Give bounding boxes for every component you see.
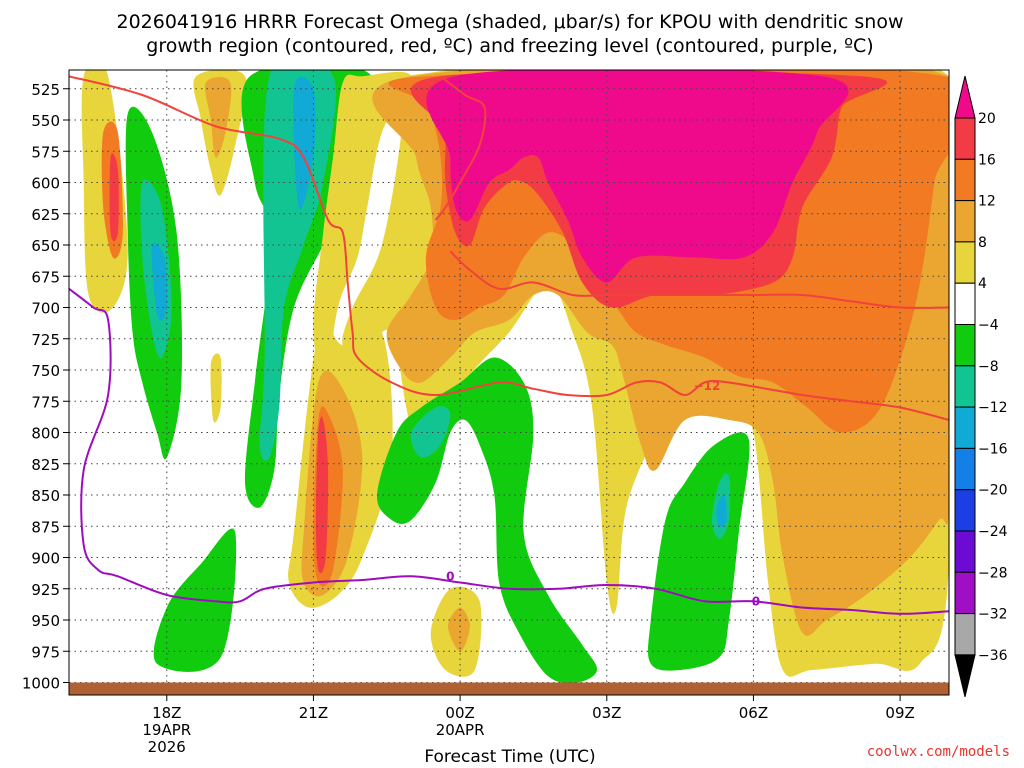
y-tick-label: 575 [31, 143, 60, 161]
colorbar-label: −8 [978, 359, 999, 375]
colorbar-label: 20 [978, 111, 996, 127]
colorbar-label: −16 [978, 441, 1008, 457]
y-tick-label: 550 [31, 112, 60, 130]
colorbar-swatch [954, 530, 976, 573]
y-tick-label: 775 [31, 393, 60, 411]
y-tick-label: 600 [31, 175, 60, 193]
chart-title-line2: growth region (contoured, red, ºC) and f… [146, 35, 873, 57]
ground-surface [69, 682, 949, 695]
y-tick-label: 625 [31, 206, 60, 224]
colorbar-swatch [954, 365, 976, 408]
x-tick-label: 09Z [885, 704, 914, 722]
colorbar-label: 16 [978, 152, 996, 168]
plot-frame [68, 69, 950, 696]
x-tick-label: 18Z [152, 704, 181, 722]
omega-region [293, 76, 316, 210]
grid-lines [69, 70, 949, 695]
y-tick-label: 825 [31, 456, 60, 474]
colorbar-label: −28 [978, 565, 1008, 581]
colorbar-label: −24 [978, 524, 1008, 540]
colorbar-label: −36 [978, 648, 1008, 664]
x-tick-label: 03Z [592, 704, 621, 722]
x-tick-year: 2026 [148, 738, 186, 756]
plot-area: −12 0 0 [69, 70, 949, 695]
x-tick-label: 00Z [445, 704, 474, 722]
omega-region [410, 406, 451, 458]
y-axis: 525 550 575 600 625 650 675 700 725 750 775 800 825 8… [22, 81, 69, 693]
omega-region [210, 353, 222, 423]
colorbar-label: 4 [978, 276, 987, 292]
colorbar-swatch [954, 158, 976, 202]
freezing-level-line [69, 288, 949, 615]
y-tick-label: 650 [31, 237, 60, 255]
credit-text: coolwx.com/models [867, 744, 1010, 760]
y-tick-label: 525 [31, 81, 60, 99]
contour-lines: −12 0 0 [69, 75, 949, 615]
colorbar-label: 12 [978, 194, 996, 210]
omega-region [716, 494, 727, 527]
colorbar-swatch [954, 489, 976, 532]
isotherm-minus12-line [449, 250, 949, 309]
omega-region [426, 70, 849, 283]
omega-region [109, 153, 119, 242]
colorbar-label: 8 [978, 235, 987, 251]
colorbar-swatch [954, 406, 976, 449]
y-tick-label: 725 [31, 331, 60, 349]
y-tick-label: 700 [31, 300, 60, 318]
y-tick-label: 800 [31, 425, 60, 443]
x-axis-label: Forecast Time (UTC) [424, 747, 595, 767]
x-tick-date: 19APR [142, 721, 191, 739]
x-tick-label: 06Z [739, 704, 768, 722]
colorbar-swatch [954, 241, 976, 284]
y-tick-label: 1000 [22, 675, 60, 693]
isotherm-minus12-line [69, 75, 949, 421]
colorbar-label: −32 [978, 607, 1008, 623]
x-tick-label: 21Z [299, 704, 328, 722]
y-tick-label: 850 [31, 487, 60, 505]
omega-region [204, 77, 232, 158]
y-tick-label: 750 [31, 362, 60, 380]
omega-region [313, 71, 412, 410]
y-tick-label: 675 [31, 268, 60, 286]
omega-region [447, 607, 470, 652]
colorbar-swatch [954, 571, 976, 615]
colorbar-label: −4 [978, 318, 999, 334]
omega-region [151, 242, 168, 321]
y-tick-label: 925 [31, 581, 60, 599]
colorbar-extend-bottom [954, 654, 976, 698]
colorbar-swatch [954, 117, 976, 160]
y-tick-label: 875 [31, 518, 60, 536]
freezing-level-label: 0 [752, 594, 760, 608]
colorbar-swatch [954, 200, 976, 243]
colorbar-extend-top [954, 75, 976, 119]
omega-region [259, 70, 336, 461]
colorbar-swatch [954, 447, 976, 491]
chart-title-line1: 2026041916 HRRR Forecast Omega (shaded, … [116, 11, 903, 33]
colorbar-label: −20 [978, 483, 1008, 499]
isotherm-label: −12 [694, 379, 721, 393]
y-tick-label: 900 [31, 550, 60, 568]
y-tick-label: 950 [31, 612, 60, 630]
freezing-level-label: 0 [446, 569, 454, 583]
colorbar-swatch [954, 324, 976, 367]
colorbar: 20 16 12 8 4 −4 −8 −12 −16 −20 −24 −28 −32 −36 [954, 75, 1008, 698]
y-tick-label: 975 [31, 643, 60, 661]
omega-shading [81, 70, 949, 684]
x-tick-date: 20APR [436, 721, 485, 739]
colorbar-swatch [954, 282, 976, 326]
colorbar-swatch [954, 613, 976, 656]
isotherm-minus12-line [434, 75, 487, 221]
colorbar-label: −12 [978, 400, 1008, 416]
